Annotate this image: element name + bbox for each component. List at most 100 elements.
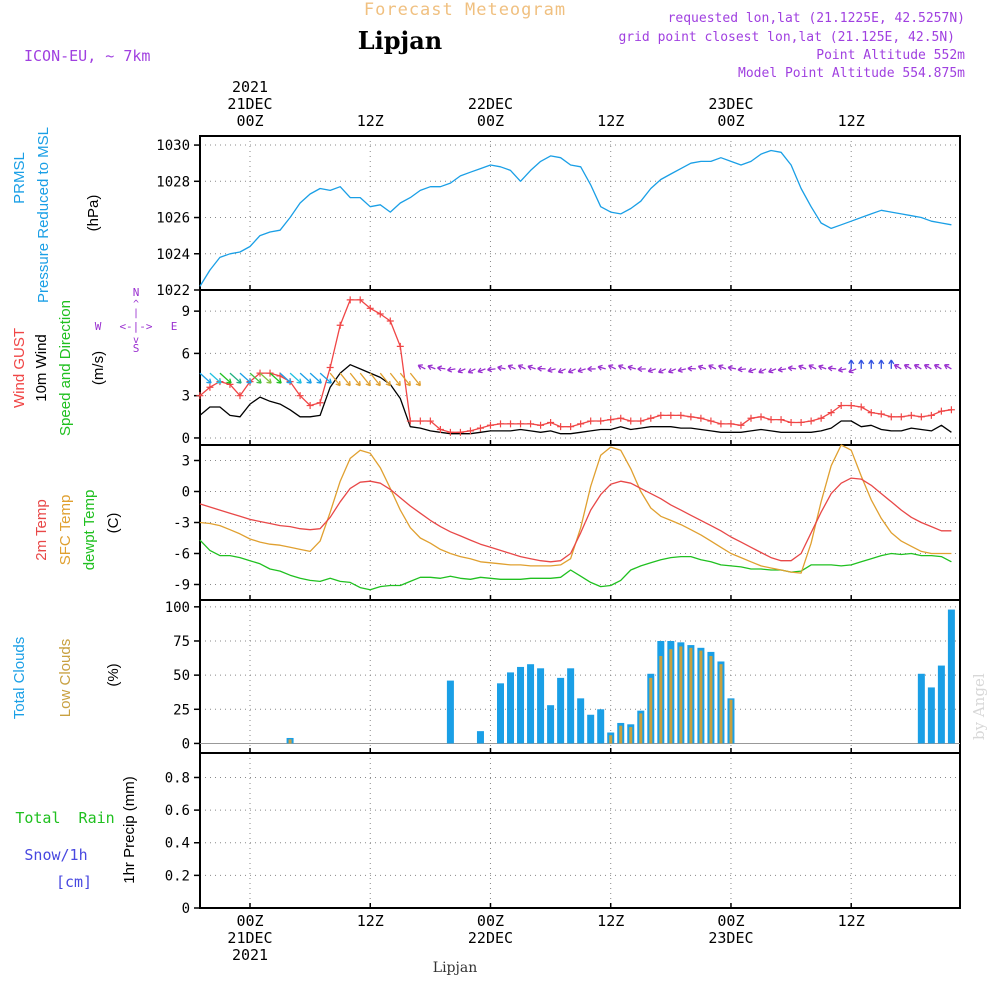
panel-clouds: 0 25 50 75 100 Total Clouds Low Clouds (%)	[11, 599, 961, 754]
y-tick-label: 0	[182, 901, 190, 917]
wind-gust-point	[767, 416, 775, 424]
wind-gust-point	[366, 304, 374, 312]
wind-gust-point	[236, 392, 244, 400]
y-tick-label: 0.8	[165, 770, 190, 786]
time-label: 21DEC	[227, 95, 272, 113]
time-label: 22DEC	[468, 95, 513, 113]
wind-gust-point	[787, 418, 795, 426]
y-tick-label: 0.2	[165, 868, 190, 884]
model-altitude: Model Point Altitude 554.875m	[738, 66, 965, 81]
total-cloud-bar	[517, 666, 525, 744]
wind-gust-point	[587, 417, 595, 425]
total-cloud-bar	[527, 664, 535, 744]
wind-arrow	[777, 366, 787, 373]
wind-gust-point	[537, 421, 545, 429]
wind-arrow	[913, 364, 922, 370]
wind-gust-point	[717, 420, 725, 428]
time-label: 00Z	[236, 112, 263, 130]
wind-gust-point	[857, 403, 865, 411]
y-tick-label: -6	[173, 547, 190, 563]
total-cloud-bar	[537, 668, 545, 744]
low-cloud-bar	[679, 646, 683, 744]
time-label: 12Z	[597, 112, 624, 130]
low-cloud-bar	[288, 739, 292, 744]
wind-gust-point	[897, 413, 905, 421]
wind-arrow	[437, 365, 446, 372]
low-cloud-bar	[669, 649, 673, 744]
compass-n: N	[133, 286, 140, 299]
y-tick-label: 0	[182, 485, 190, 501]
y-tick-label: 1026	[156, 211, 190, 227]
wind-arrow	[487, 366, 496, 373]
wind-arrow	[647, 367, 656, 374]
wind-gust-point	[376, 310, 384, 318]
panel-frame	[199, 752, 961, 909]
wind-gust-point	[497, 420, 504, 428]
y-tick-label: 3	[182, 389, 190, 405]
wind-arrow	[279, 372, 292, 384]
wind-arrow	[359, 372, 371, 387]
precip-label: Total Rain	[15, 809, 114, 827]
low-cloud-bar	[619, 725, 623, 744]
wind-arrow	[677, 366, 687, 373]
wind-arrow	[668, 367, 677, 374]
low-cloud-bar	[689, 647, 693, 744]
compass-legend: N S W E <-|-> ^| v	[95, 286, 178, 355]
wind-gust-point	[436, 426, 444, 433]
wind-arrow	[467, 368, 476, 374]
wind-gust-point	[727, 420, 735, 428]
y-tick-label: 9	[182, 304, 190, 320]
wind-arrows	[199, 359, 952, 387]
wind-gust-point	[947, 406, 955, 414]
wind-gust-point	[557, 423, 565, 431]
wind-arrow	[457, 367, 466, 374]
wind-gust-point	[336, 321, 344, 329]
low-cloud-bar	[609, 735, 613, 744]
time-label: 23DEC	[708, 95, 753, 113]
time-label: 00Z	[477, 112, 504, 130]
panel-pressure: 1022 1024 1026 1028 1030 PRMSL Pressure Reduce…	[11, 127, 961, 303]
wind-arrow	[547, 367, 556, 373]
wind-arrow	[417, 364, 426, 370]
time-label: 2021	[232, 78, 268, 96]
wind-arrow	[848, 359, 855, 369]
wind-arrow	[577, 367, 586, 374]
precip-label: 1hr Precip (mm)	[121, 776, 138, 884]
wind-gust-point	[346, 296, 354, 304]
wind-gust-point	[306, 402, 314, 410]
panel-frame	[199, 289, 961, 446]
y-tick-label: 1024	[156, 247, 190, 263]
y-tick-label: 1030	[156, 138, 190, 154]
time-label: 00Z	[477, 912, 504, 930]
wind-gust-point	[847, 402, 855, 410]
wind-arrow	[229, 372, 242, 384]
time-label: 12Z	[838, 912, 865, 930]
wind-arrow	[329, 372, 341, 387]
product-title: Forecast Meteogram	[364, 0, 566, 20]
panel-label: (%)	[105, 663, 122, 686]
wind-gust-point	[456, 428, 464, 436]
wind-gust-point	[326, 364, 334, 371]
wind-gust-point	[256, 369, 264, 377]
wind-gust-point	[637, 417, 645, 425]
time-label: 12Z	[838, 112, 865, 130]
panel-label: dewpt Temp	[81, 490, 98, 571]
panel-label: (m/s)	[90, 351, 107, 385]
low-cloud-bar	[629, 727, 633, 744]
compass-ns-glyph: ^	[133, 299, 139, 310]
wind-gust-point	[737, 421, 745, 429]
wind-arrow	[339, 372, 351, 387]
wind-arrow	[349, 372, 361, 387]
wind-arrow	[587, 365, 596, 373]
wind-gust-point	[507, 420, 515, 428]
wind-arrow	[567, 368, 576, 374]
wind-gust-point	[807, 417, 815, 425]
wind-arrow	[837, 366, 847, 373]
wind-gust-point	[777, 416, 785, 424]
wind-gust-point	[867, 409, 875, 417]
wind-arrow	[748, 367, 757, 374]
wind-arrow	[697, 364, 707, 371]
y-tick-label: 6	[182, 346, 190, 362]
wind-arrow	[427, 364, 436, 371]
